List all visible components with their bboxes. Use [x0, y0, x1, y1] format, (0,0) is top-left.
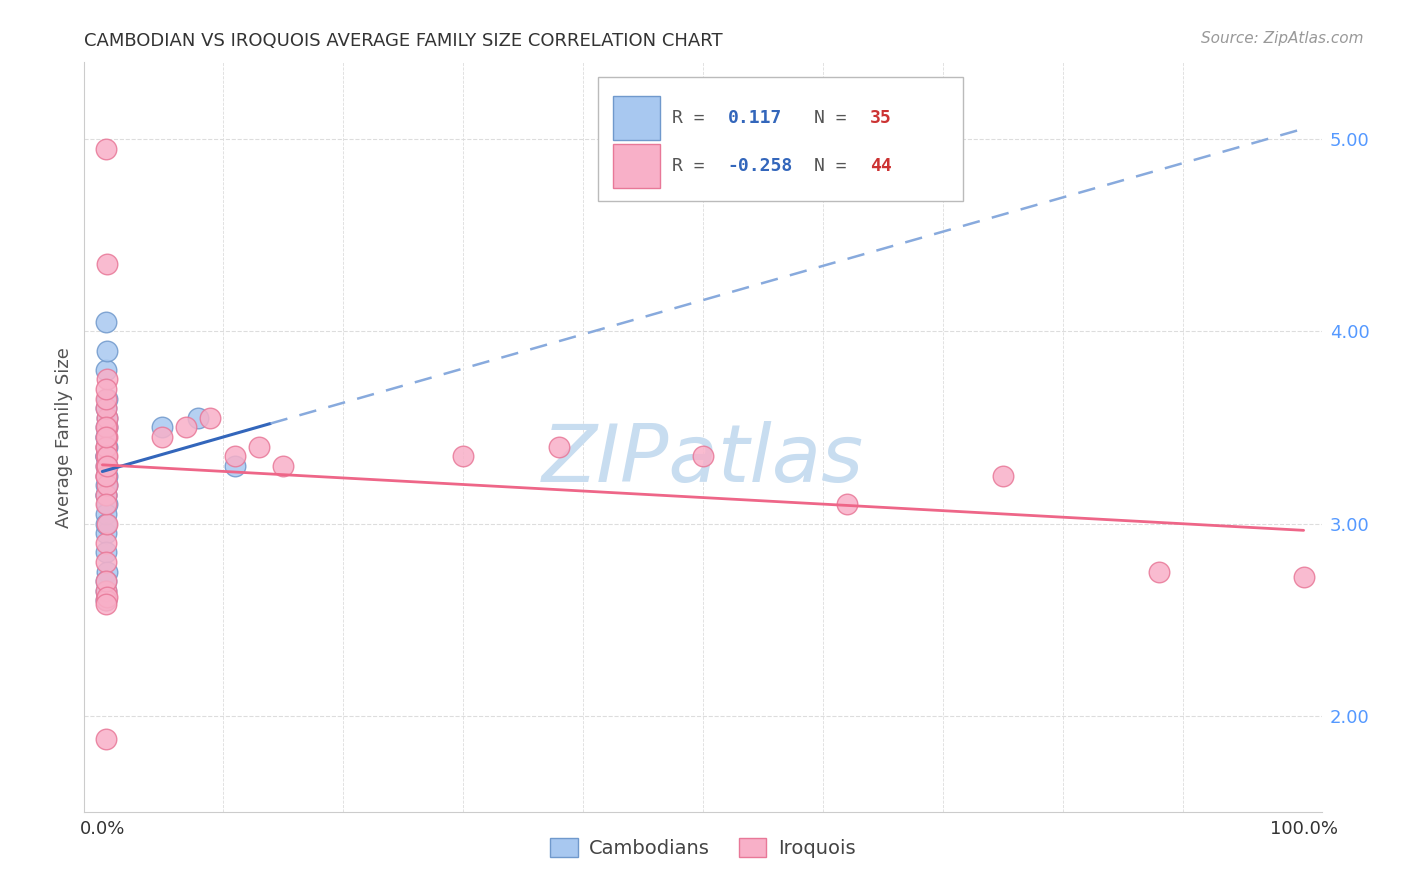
Point: [94, 392, 117, 406]
Point: [96, 458, 118, 473]
Point: [271, 458, 294, 473]
Point: [176, 420, 198, 434]
Text: N =: N =: [814, 157, 846, 175]
FancyBboxPatch shape: [598, 78, 963, 201]
Point: [96, 450, 118, 464]
Point: [94, 555, 117, 569]
Point: [96, 458, 118, 473]
Point: [94, 516, 117, 531]
Point: [837, 497, 859, 511]
Point: [94, 430, 117, 444]
Point: [94, 545, 117, 559]
Point: [94, 440, 117, 454]
Point: [94, 507, 117, 521]
Point: [94, 488, 117, 502]
Text: R =: R =: [672, 157, 704, 175]
Point: [94, 488, 117, 502]
Point: [94, 142, 117, 156]
Point: [451, 450, 474, 464]
Point: [96, 420, 118, 434]
Point: [94, 593, 117, 607]
Point: [94, 526, 117, 541]
Point: [94, 363, 117, 377]
Point: [96, 440, 118, 454]
Point: [94, 468, 117, 483]
Text: N =: N =: [814, 109, 846, 127]
Point: [94, 440, 117, 454]
Point: [94, 430, 117, 444]
Point: [96, 343, 118, 358]
Point: [94, 468, 117, 483]
Point: [224, 458, 246, 473]
Point: [94, 401, 117, 416]
Point: [94, 315, 117, 329]
Point: [247, 440, 270, 454]
FancyBboxPatch shape: [613, 96, 659, 140]
Point: [96, 372, 118, 386]
Point: [96, 468, 118, 483]
Point: [94, 430, 117, 444]
Y-axis label: Average Family Size: Average Family Size: [55, 347, 73, 527]
Text: R =: R =: [672, 109, 704, 127]
FancyBboxPatch shape: [613, 145, 659, 187]
Point: [692, 450, 714, 464]
Point: [96, 516, 118, 531]
Point: [187, 410, 209, 425]
Point: [94, 458, 117, 473]
Point: [94, 450, 117, 464]
Point: [94, 382, 117, 396]
Point: [152, 420, 174, 434]
Point: [96, 590, 118, 604]
Point: [200, 410, 222, 425]
Point: [94, 583, 117, 598]
Point: [993, 468, 1015, 483]
Point: [94, 583, 117, 598]
Legend: Cambodians, Iroquois: Cambodians, Iroquois: [543, 830, 863, 866]
Text: CAMBODIAN VS IROQUOIS AVERAGE FAMILY SIZE CORRELATION CHART: CAMBODIAN VS IROQUOIS AVERAGE FAMILY SIZ…: [84, 32, 723, 50]
Text: Source: ZipAtlas.com: Source: ZipAtlas.com: [1201, 31, 1364, 46]
Point: [94, 420, 117, 434]
Text: 44: 44: [870, 157, 891, 175]
Point: [96, 410, 118, 425]
Point: [94, 458, 117, 473]
Point: [152, 430, 174, 444]
Point: [96, 257, 118, 271]
Point: [94, 468, 117, 483]
Point: [96, 420, 118, 434]
Point: [94, 440, 117, 454]
Point: [94, 488, 117, 502]
Point: [96, 478, 118, 492]
Point: [94, 401, 117, 416]
Point: [96, 392, 118, 406]
Text: ZIPatlas: ZIPatlas: [541, 420, 865, 499]
Point: [1149, 565, 1171, 579]
Point: [94, 420, 117, 434]
Point: [94, 497, 117, 511]
Point: [224, 450, 246, 464]
Text: 0.117: 0.117: [728, 109, 782, 127]
Point: [96, 410, 118, 425]
Point: [94, 450, 117, 464]
Point: [94, 593, 117, 607]
Point: [1292, 570, 1315, 584]
Point: [94, 574, 117, 589]
Point: [94, 597, 117, 611]
Point: [94, 450, 117, 464]
Point: [94, 535, 117, 549]
Point: [96, 478, 118, 492]
Point: [96, 497, 118, 511]
Point: [94, 731, 117, 746]
Text: 35: 35: [870, 109, 891, 127]
Point: [94, 478, 117, 492]
Point: [96, 430, 118, 444]
Point: [547, 440, 569, 454]
Point: [94, 450, 117, 464]
Point: [96, 565, 118, 579]
Text: -0.258: -0.258: [728, 157, 793, 175]
Point: [94, 574, 117, 589]
